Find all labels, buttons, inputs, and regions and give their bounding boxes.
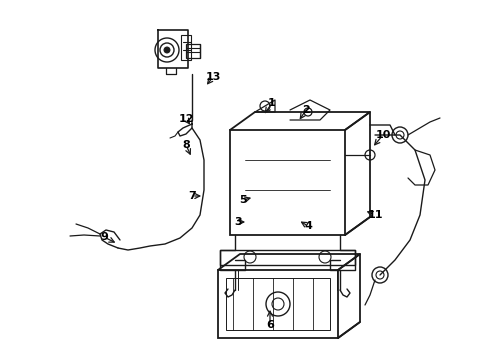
- Bar: [220, 250, 355, 265]
- Text: 13: 13: [205, 72, 221, 82]
- Text: 4: 4: [304, 221, 312, 231]
- Text: 7: 7: [188, 191, 196, 201]
- Text: 12: 12: [178, 114, 194, 124]
- Bar: [218, 270, 338, 338]
- Text: 10: 10: [375, 130, 391, 140]
- Circle shape: [164, 47, 170, 53]
- Bar: [226, 278, 330, 330]
- Text: 5: 5: [239, 195, 247, 205]
- Text: 2: 2: [302, 105, 310, 115]
- Text: 11: 11: [367, 210, 383, 220]
- Text: 6: 6: [266, 320, 274, 330]
- Text: 9: 9: [100, 232, 108, 242]
- Bar: [186, 44, 200, 58]
- Text: 8: 8: [182, 140, 190, 150]
- Bar: [230, 130, 345, 235]
- Text: 3: 3: [234, 217, 242, 227]
- Bar: [181, 35, 191, 60]
- Text: 1: 1: [268, 98, 276, 108]
